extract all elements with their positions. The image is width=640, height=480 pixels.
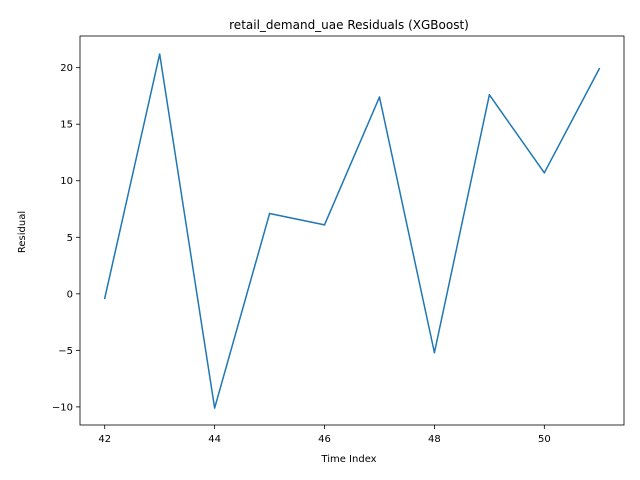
data-point (103, 297, 106, 300)
y-tick-label: 20 (60, 63, 73, 74)
data-point (543, 172, 546, 174)
y-tick-label: 10 (60, 176, 73, 187)
chart-title: retail_demand_uae Residuals (XGBoost) (229, 18, 469, 32)
y-tick-label: 0 (67, 289, 73, 300)
x-tick-label: 48 (428, 434, 441, 445)
x-tick-label: 50 (538, 434, 551, 445)
axes-frame (79, 35, 625, 426)
data-point (378, 96, 381, 98)
x-tick-label: 46 (318, 434, 331, 445)
data-point (598, 68, 601, 70)
series-line-0 (103, 53, 601, 409)
y-tick-label: −5 (58, 346, 73, 357)
y-tick-label: 5 (67, 233, 73, 244)
y-tick-label: −10 (52, 402, 73, 413)
data-point (268, 212, 271, 215)
data-point (158, 53, 161, 55)
data-point (433, 351, 436, 354)
data-point (213, 407, 216, 409)
data-point (323, 224, 326, 226)
x-axis-label: Time Index (320, 454, 376, 465)
y-tick-label: 15 (60, 120, 73, 131)
data-point (488, 94, 491, 96)
y-axis-label: Residual (17, 211, 28, 253)
x-tick-label: 44 (208, 434, 221, 445)
plot-area: 42 44 46 48 50 −10 −5 0 5 10 15 20 (52, 35, 625, 445)
x-tick-label: 42 (98, 434, 111, 445)
